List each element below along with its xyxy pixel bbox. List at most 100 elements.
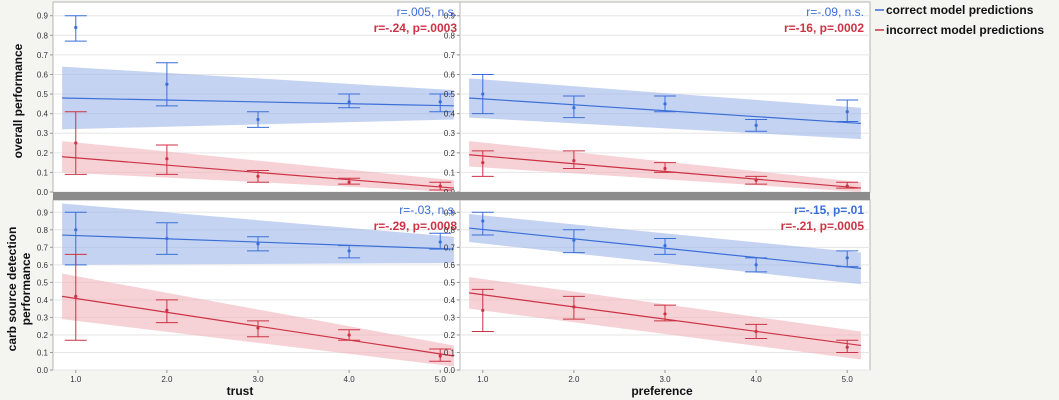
stat-annotation: r=-.21, p=.0005 — [781, 219, 865, 233]
data-point — [754, 123, 758, 128]
data-point — [347, 180, 351, 184]
y-tick-label: 0.3 — [444, 313, 456, 322]
row-label-bottom-line1: carb source detection — [5, 227, 19, 352]
data-point — [256, 326, 260, 330]
data-point — [256, 174, 260, 178]
y-tick-label: 0.2 — [37, 149, 49, 158]
data-point — [754, 178, 758, 182]
confidence-band — [62, 66, 454, 130]
series-correct — [62, 15, 454, 130]
data-point — [74, 141, 78, 145]
y-tick-label: 0.1 — [37, 168, 49, 177]
data-point — [572, 159, 576, 163]
y-tick-label: 0.7 — [444, 243, 456, 252]
data-point — [256, 242, 260, 246]
data-point — [481, 219, 485, 223]
x-tick-label: 4.0 — [344, 375, 356, 384]
y-tick-label: 0.5 — [37, 278, 49, 287]
panel-2: 0.00.10.20.30.40.50.60.70.80.9r=-.09, n.… — [444, 1, 871, 197]
data-point — [438, 100, 442, 104]
y-tick-label: 0.9 — [37, 12, 49, 21]
panel-3: 0.0 0.1 0.2 0.3 0.4 0.5 0.6 0.7 0.8 0.9 1.0 2.0 3.0 4… — [37, 199, 464, 384]
x-tick-label: 2.0 — [161, 375, 173, 384]
y-tick-label: 0.4 — [444, 296, 456, 305]
panel-1: 0.00.10.20.30.40.50.60.70.80.9 r=.005, n.… — [37, 1, 464, 197]
y-tick-label: 0.6 — [37, 261, 49, 270]
legend-label-correct: correct model predictions — [886, 3, 1034, 17]
y-tick-label: 0.6 — [444, 70, 456, 79]
y-tick-label: 0.9 — [37, 208, 49, 217]
data-point — [754, 329, 758, 334]
y-tick-label: 0.5 — [444, 90, 456, 99]
data-point — [754, 263, 758, 267]
x-tick-label: 2.0 — [568, 375, 580, 384]
x-axis-title-preference: preference — [631, 384, 693, 398]
y-tick-label: 0.9 — [444, 208, 456, 217]
x-tick-label: 5.0 — [435, 375, 447, 384]
y-tick-label: 0.0 — [37, 366, 49, 375]
chart-panels: 0.00.10.20.30.40.50.60.70.80.9 r=.005, n.… — [37, 1, 871, 384]
x-tick-label: 1.0 — [70, 375, 82, 384]
y-tick-label: 0.8 — [37, 226, 49, 235]
x-tick-label: 3.0 — [659, 375, 671, 384]
y-tick-label: 0.3 — [37, 313, 49, 322]
data-point — [572, 106, 576, 110]
x-axis-title-trust: trust — [227, 384, 254, 398]
y-tick-label: 0.4 — [444, 110, 456, 119]
data-point — [165, 236, 169, 241]
series-correct — [62, 203, 454, 266]
data-point — [845, 345, 849, 349]
y-tick-label: 0.2 — [444, 149, 456, 158]
fit-line — [62, 97, 454, 107]
y-tick-label: 0.6 — [37, 70, 49, 79]
data-point — [481, 308, 485, 313]
series-correct — [469, 73, 861, 140]
data-point — [845, 256, 849, 260]
data-point — [438, 354, 442, 358]
data-point — [663, 102, 667, 106]
y-tick-label: 0.2 — [37, 331, 49, 340]
data-point — [74, 228, 78, 232]
y-tick-label: 0.5 — [37, 90, 49, 99]
series-incorrect — [62, 111, 454, 192]
y-tick-label: 0.7 — [37, 243, 49, 252]
y-tick-label: 0.7 — [37, 51, 49, 60]
confidence-band — [62, 141, 454, 192]
data-point — [572, 238, 576, 242]
x-tick-label: 3.0 — [252, 375, 264, 384]
y-tick-label: 0.0 — [37, 188, 49, 197]
y-tick-label: 0.8 — [37, 31, 49, 40]
y-tick-label: 0.1 — [444, 348, 456, 357]
stat-annotation: r=-.15, p=.01 — [794, 203, 864, 217]
data-point — [165, 308, 169, 313]
y-tick-label: 0.3 — [444, 129, 456, 138]
row-label-top: overall performance — [11, 43, 25, 158]
series-correct — [469, 211, 861, 285]
stat-annotation: r=-.03, n.s. — [399, 203, 457, 217]
y-tick-label: 0.6 — [444, 261, 456, 270]
y-tick-label: 0.2 — [444, 331, 456, 340]
series-incorrect — [469, 277, 861, 360]
stat-annotation: r=-.09, n.s. — [806, 5, 864, 19]
data-point — [481, 161, 485, 165]
data-point — [663, 312, 667, 316]
series-incorrect — [62, 253, 454, 367]
x-tick-label: 4.0 — [751, 375, 763, 384]
data-point — [74, 25, 78, 30]
data-point — [347, 333, 351, 337]
data-point — [845, 184, 849, 188]
x-tick-label: 1.0 — [477, 375, 489, 384]
y-tick-label: 0.1 — [37, 348, 49, 357]
data-point — [165, 82, 169, 86]
data-point — [347, 249, 351, 253]
series-incorrect — [469, 141, 861, 192]
y-tick-label: 0.9 — [444, 12, 456, 21]
stat-annotation: r=-16, p=.0002 — [784, 21, 864, 35]
y-tick-label: 0.7 — [444, 51, 456, 60]
y-tick-label: 0.4 — [37, 110, 49, 119]
legend-label-incorrect: incorrect model predictions — [886, 23, 1044, 37]
y-tick-label: 0.5 — [444, 278, 456, 287]
data-point — [347, 100, 351, 104]
data-point — [481, 92, 485, 96]
